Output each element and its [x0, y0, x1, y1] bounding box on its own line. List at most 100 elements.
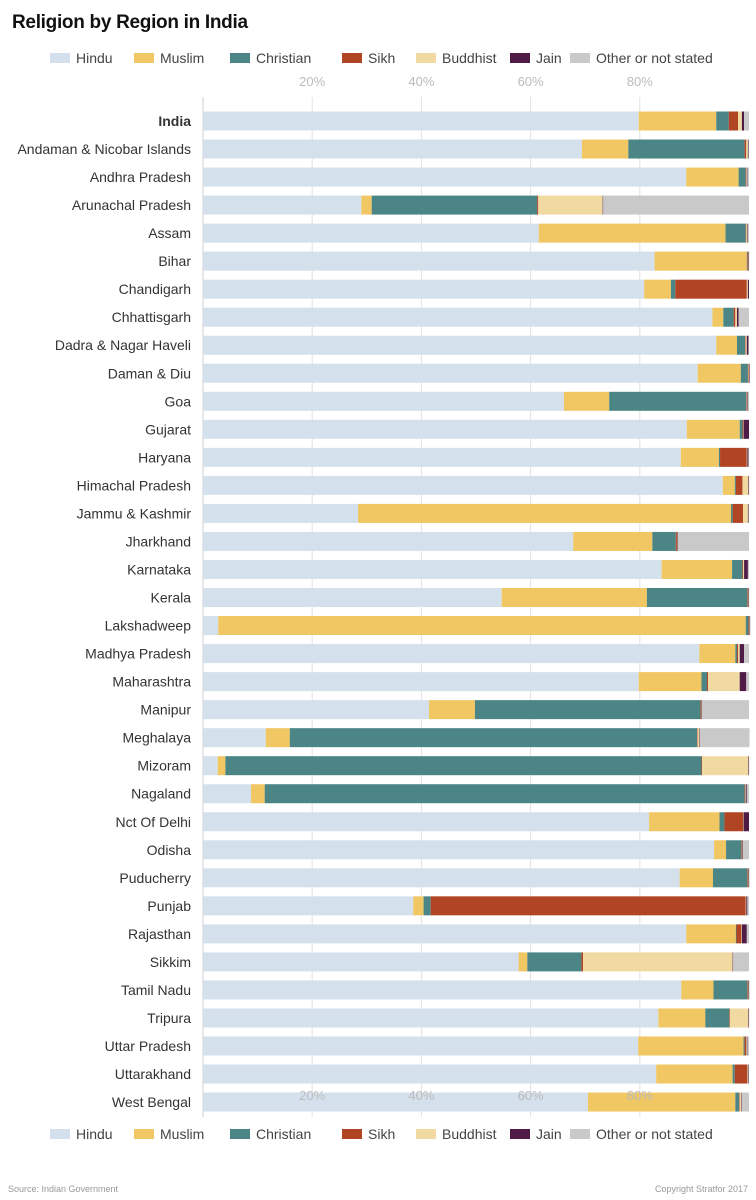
bar-segment: [728, 111, 739, 131]
bar-segment: [746, 1036, 747, 1056]
bar-segment: [732, 952, 734, 972]
category-label: Odisha: [147, 842, 192, 858]
bar-segment: [743, 1036, 745, 1056]
bar-segment: [203, 588, 502, 608]
legend-item: Buddhist: [416, 1123, 496, 1145]
bar-segment: [734, 1064, 748, 1084]
bar-segment: [746, 279, 748, 299]
bar-segment: [725, 223, 746, 243]
legend-item: Sikh: [342, 1123, 395, 1145]
bar-segment: [700, 700, 702, 720]
bar-segment: [708, 672, 740, 692]
bar-segment: [748, 447, 750, 467]
bar-segment: [749, 868, 750, 888]
bar-segment: [741, 111, 745, 131]
bar-segment: [735, 307, 737, 327]
bar-segment: [735, 1092, 740, 1112]
bar-segment: [203, 475, 723, 495]
bar-segment: [644, 279, 671, 299]
bar-segment: [739, 419, 743, 439]
bar-segment: [203, 419, 687, 439]
bar-segment: [699, 644, 736, 664]
legend-item: Jain: [510, 1123, 562, 1145]
bar-segment: [203, 279, 645, 299]
bar-segment: [736, 307, 739, 327]
bar-segment: [733, 952, 749, 972]
bar-segment: [686, 419, 740, 439]
bar-segment: [697, 728, 700, 748]
category-label: Punjab: [147, 898, 191, 914]
bar-segment: [638, 1036, 744, 1056]
bar-segment: [203, 335, 717, 355]
bar-segment: [732, 1064, 735, 1084]
bar-segment: [537, 195, 539, 215]
bar-segment: [686, 924, 736, 944]
bar-segment: [745, 896, 747, 916]
bar-segment: [747, 167, 749, 187]
bar-segment: [747, 391, 749, 411]
bar-segment: [203, 531, 574, 551]
bar-segment: [741, 924, 742, 944]
bar-segment: [474, 700, 701, 720]
bar-segment: [652, 531, 676, 551]
bar-segment: [742, 812, 744, 832]
bar-segment: [733, 307, 736, 327]
x-tick-label: 40%: [408, 1088, 434, 1103]
category-label: West Bengal: [112, 1094, 191, 1110]
bar-segment: [742, 840, 749, 860]
legend-item: Jain: [510, 47, 562, 69]
category-label: Nagaland: [131, 786, 191, 802]
bar-segment: [747, 868, 748, 888]
category-label: Madhya Pradesh: [85, 646, 191, 662]
bar-segment: [679, 868, 713, 888]
category-label: Arunachal Pradesh: [72, 197, 191, 213]
bar-segment: [739, 1092, 740, 1112]
bar-segment: [747, 279, 749, 299]
legend-label: Hindu: [76, 50, 113, 66]
bar-segment: [203, 447, 681, 467]
bar-segment: [744, 559, 748, 579]
bar-segment: [748, 1064, 750, 1084]
category-label: Goa: [165, 393, 192, 409]
bar-segment: [748, 335, 750, 355]
category-label: Chandigarh: [119, 281, 191, 297]
bar-segment: [654, 251, 747, 271]
bar-segment: [749, 980, 750, 1000]
bar-segment: [741, 840, 743, 860]
bar-segment: [747, 980, 748, 1000]
bar-segment: [646, 588, 748, 608]
bar-segment: [746, 167, 747, 187]
category-label: Haryana: [138, 449, 191, 465]
bar-segment: [203, 644, 700, 664]
bar-segment: [744, 784, 746, 804]
bar-segment: [203, 1008, 659, 1028]
legend-item: Sikh: [342, 47, 395, 69]
bar-segment: [747, 251, 749, 271]
bar-segment: [745, 167, 747, 187]
axis-ticks: 20% 20% 40% 40% 60% 60% 80% 80%: [299, 74, 653, 1103]
bar-segment: [203, 868, 680, 888]
bar-segment: [729, 1008, 730, 1028]
bar-segment: [742, 559, 744, 579]
bar-segment: [203, 503, 359, 523]
bar-segment: [747, 1064, 749, 1084]
bar-segment: [430, 896, 746, 916]
bars: [203, 111, 751, 1112]
bar-segment: [745, 223, 747, 243]
bar-segment: [203, 952, 519, 972]
bar-segment: [746, 672, 749, 692]
legend-label: Muslim: [160, 1126, 205, 1142]
category-label: Bihar: [158, 253, 191, 269]
bar-segment: [735, 644, 737, 664]
bar-segment: [745, 335, 747, 355]
legend-swatch: [570, 53, 590, 63]
bar-segment: [748, 503, 750, 523]
bar-segment: [748, 616, 750, 636]
bar-segment: [742, 840, 744, 860]
bar-segment: [702, 700, 749, 720]
bar-segment: [736, 335, 746, 355]
bar-segment: [697, 363, 741, 383]
legend-swatch: [134, 53, 154, 63]
bar-segment: [720, 447, 747, 467]
